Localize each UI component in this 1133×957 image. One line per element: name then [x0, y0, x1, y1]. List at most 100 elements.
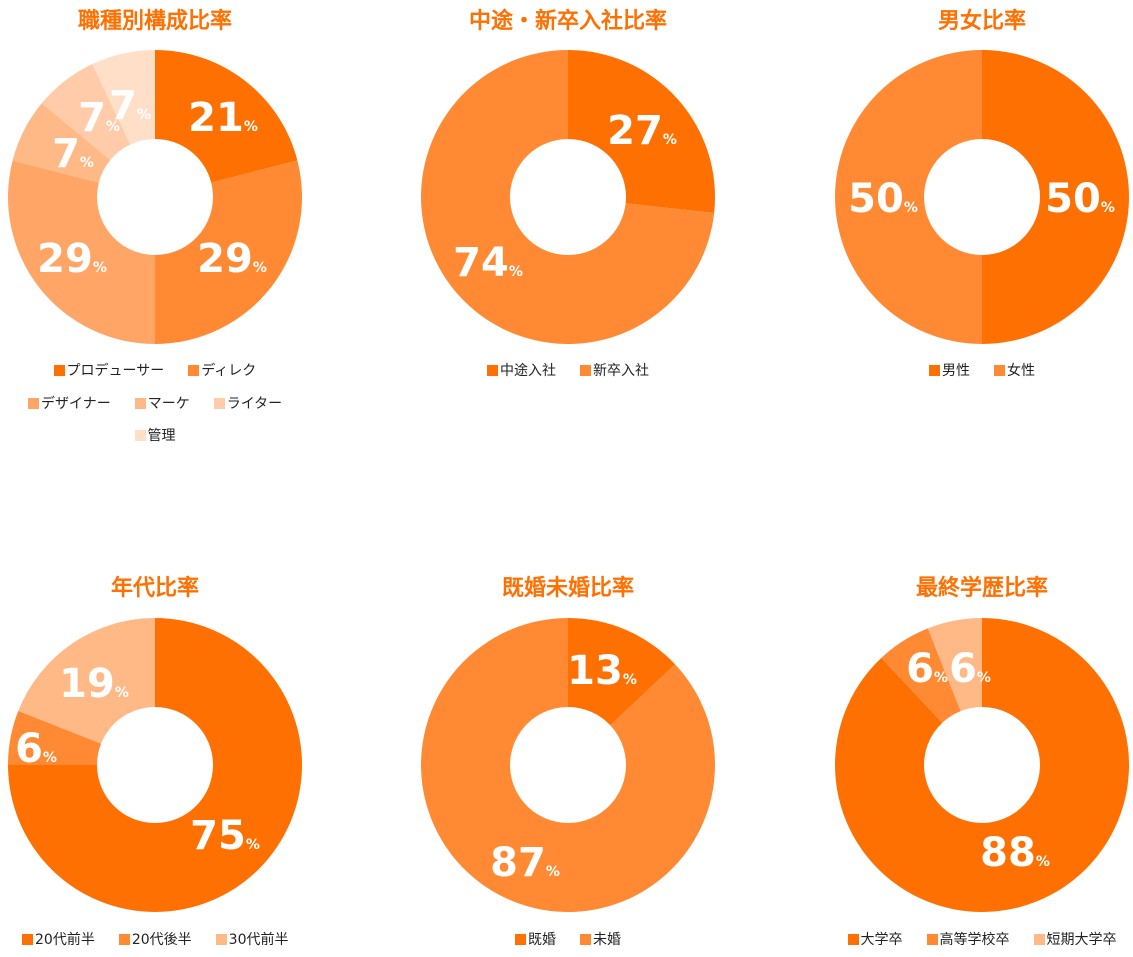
chart-title: 年代比率 — [110, 576, 199, 601]
chart-legend: 管理 — [134, 427, 176, 445]
legend-swatch — [926, 934, 938, 945]
chart-title: 男女比率 — [937, 9, 1026, 34]
data-label-unit: % — [509, 264, 523, 280]
data-label-unit: % — [546, 864, 560, 880]
legend-label: 未婚 — [593, 932, 621, 948]
data-label-unit: % — [623, 672, 637, 688]
legend-label: 高等学校卒 — [939, 932, 1010, 948]
legend-label: マーケ — [147, 396, 190, 412]
donut-slice — [420, 618, 715, 912]
legend-label: プロデューサー — [66, 363, 165, 379]
legend-label: 新卒入社 — [593, 363, 649, 379]
data-label-value: 50 — [1045, 176, 1101, 222]
data-label-unit: % — [244, 119, 258, 135]
donut-slice — [927, 618, 982, 712]
chart-legend: 既婚 未婚 — [515, 931, 621, 949]
donut-slice — [155, 50, 298, 183]
legend-item: プロデューサー — [53, 362, 165, 380]
data-label: 88% — [980, 830, 1050, 876]
legend-label: 大学卒 — [860, 932, 903, 948]
data-label-unit: % — [1036, 854, 1050, 870]
data-label-value: 6 — [949, 646, 977, 692]
data-label: 50% — [1045, 176, 1115, 222]
donut-slice — [568, 618, 676, 726]
data-label-value: 19 — [59, 661, 115, 707]
data-label: 6% — [949, 646, 991, 692]
legend-label: 30代前半 — [228, 932, 289, 948]
legend-swatch — [188, 365, 200, 376]
legend-label: 中途入社 — [500, 363, 556, 379]
legend-item: 男性 — [929, 362, 970, 380]
data-label-value: 21 — [188, 95, 244, 141]
legend-item: ライター — [213, 395, 282, 413]
data-label-unit: % — [106, 119, 120, 135]
data-label: 29% — [197, 236, 267, 282]
legend-label: 管理 — [147, 428, 176, 444]
data-label: 13% — [567, 648, 637, 694]
data-label: 21% — [188, 95, 258, 141]
chart-legend: 大学卒 高等学校卒 短期大学卒 — [847, 931, 1117, 949]
data-label: 19% — [59, 661, 129, 707]
data-label-value: 6 — [906, 646, 934, 692]
chart-title: 既婚未婚比率 — [501, 576, 634, 601]
data-label: 87% — [490, 840, 560, 886]
legend-label: 既婚 — [528, 932, 556, 948]
legend-swatch — [118, 934, 130, 945]
data-label: 6% — [15, 726, 57, 772]
chart-legend: 男性 女性 — [929, 362, 1035, 380]
donut-slice — [7, 160, 156, 344]
data-label-unit: % — [43, 750, 57, 766]
legend-swatch — [134, 430, 146, 441]
data-label: 7% — [78, 95, 120, 141]
chart-legend: 20代前半 20代後半 30代前半 — [22, 931, 288, 949]
donut-slice — [41, 63, 131, 161]
data-label-value: 7 — [109, 83, 137, 129]
legend-label: 20代後半 — [131, 932, 192, 948]
data-label-value: 7 — [52, 131, 80, 177]
data-label-value: 50 — [848, 176, 904, 222]
legend-swatch — [487, 365, 498, 376]
legend-item: 20代後半 — [118, 931, 192, 949]
donut-slice — [155, 160, 302, 344]
legend-swatch — [215, 934, 227, 945]
legend-swatch — [1033, 934, 1045, 945]
data-label: 74% — [453, 240, 523, 286]
data-label: 7% — [109, 83, 151, 129]
chart-legend: 中途入社 新卒入社 — [487, 362, 649, 380]
donut-slice — [18, 618, 155, 744]
donut-slice — [92, 50, 155, 145]
donut-slice — [881, 628, 961, 723]
data-label-value: 27 — [607, 108, 663, 154]
data-label-value: 7 — [78, 95, 106, 141]
legend-swatch — [22, 934, 33, 945]
legend-item: 30代前半 — [215, 931, 289, 949]
data-label: 29% — [37, 236, 107, 282]
data-label-unit: % — [246, 837, 260, 853]
donut-slice — [8, 710, 102, 765]
data-label-unit: % — [934, 670, 948, 686]
data-label-unit: % — [93, 260, 107, 276]
legend-swatch — [28, 398, 39, 409]
data-label-unit: % — [663, 132, 677, 148]
legend-swatch — [580, 365, 591, 376]
legend-swatch — [929, 365, 940, 376]
legend-item: 20代前半 — [22, 931, 95, 949]
data-label: 50% — [848, 176, 918, 222]
legend-label: 男性 — [942, 363, 970, 379]
legend-item: 女性 — [994, 362, 1035, 380]
data-label: 6% — [906, 646, 948, 692]
data-label-unit: % — [115, 685, 129, 701]
legend-label: 女性 — [1007, 363, 1035, 379]
chart-title: 中途・新卒入社比率 — [468, 9, 667, 34]
data-label-unit: % — [1101, 200, 1115, 216]
data-label: 7% — [52, 131, 94, 177]
donut-slice — [835, 618, 1129, 913]
legend-swatch — [213, 398, 225, 409]
data-label-value: 6 — [15, 726, 43, 772]
legend-item: 大学卒 — [847, 931, 903, 949]
data-label-unit: % — [80, 155, 94, 171]
